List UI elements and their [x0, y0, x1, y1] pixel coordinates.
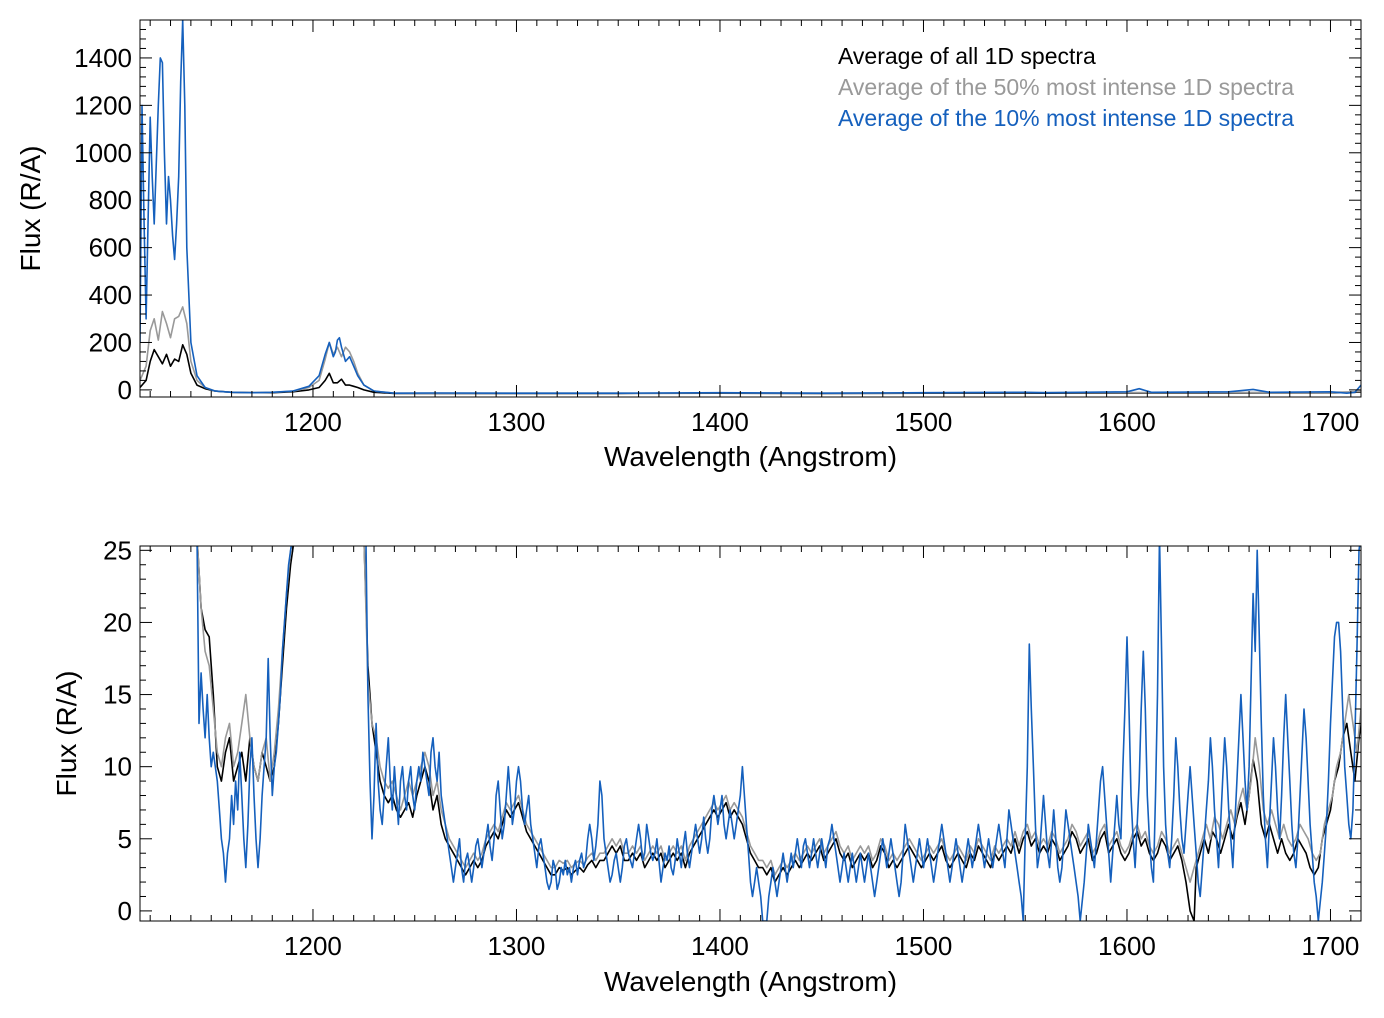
x-tick-label: 1200	[284, 407, 342, 437]
bottom-panel: 1200 1300 1400 1500 1600 1700 0 5 10 15 20 25 Wavele…	[51, 535, 1362, 997]
legend: Average of all 1D spectra Average of the …	[838, 43, 1294, 131]
series-line-1	[140, 306, 1361, 394]
x-tick-label: 1200	[284, 931, 342, 961]
y-tick-label: 200	[89, 327, 132, 357]
x-tick-label: 1500	[895, 931, 953, 961]
y-tick-label: 20	[103, 607, 132, 637]
legend-entry-0: Average of all 1D spectra	[838, 43, 1096, 69]
series-group	[140, 20, 1361, 395]
x-tick-label: 1700	[1302, 407, 1360, 437]
top-panel: 1200 1300 1400 1500 1600 1700 0 200 400 600 800 100…	[15, 19, 1362, 472]
y-axis-label: Flux (R/A)	[51, 671, 82, 797]
x-axis-label: Wavelength (Angstrom)	[604, 966, 897, 997]
x-tick-label: 1300	[488, 407, 546, 437]
y-tick-label: 5	[118, 824, 132, 854]
series-line-2	[140, 20, 1361, 394]
x-tick-label: 1400	[691, 931, 749, 961]
y-tick-label: 0	[118, 896, 132, 926]
y-axis-label: Flux (R/A)	[15, 146, 46, 272]
x-tick-label: 1500	[895, 407, 953, 437]
series-line-2	[196, 546, 1361, 921]
x-tick-label: 1600	[1098, 931, 1156, 961]
y-tick-label: 400	[89, 280, 132, 310]
plot-frame	[139, 19, 1362, 398]
y-tick-label: 1000	[74, 138, 132, 168]
y-tick-label: 1400	[74, 43, 132, 73]
y-tick-label: 800	[89, 185, 132, 215]
x-tick-label: 1400	[691, 407, 749, 437]
y-tick-label: 600	[89, 233, 132, 263]
y-tick-label: 1200	[74, 90, 132, 120]
series-group	[196, 546, 1361, 921]
y-tick-label: 10	[103, 752, 132, 782]
legend-entry-1: Average of the 50% most intense 1D spect…	[838, 74, 1294, 100]
y-tick-label: 25	[103, 535, 132, 565]
y-tick-label: 15	[103, 680, 132, 710]
x-tick-label: 1600	[1098, 407, 1156, 437]
y-tick-label: 0	[118, 375, 132, 405]
legend-entry-2: Average of the 10% most intense 1D spect…	[838, 105, 1294, 131]
x-axis-label: Wavelength (Angstrom)	[604, 441, 897, 472]
x-tick-label: 1700	[1302, 931, 1360, 961]
series-line-0	[196, 546, 1361, 921]
plot-frame	[139, 545, 1362, 922]
x-tick-label: 1300	[488, 931, 546, 961]
